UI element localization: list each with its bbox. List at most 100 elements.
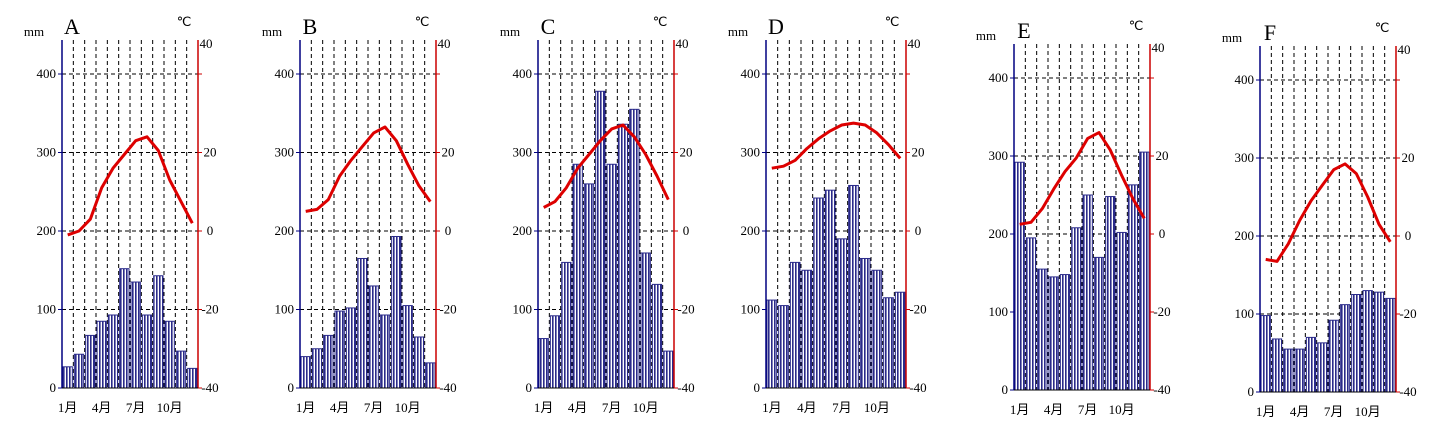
temp-tick-label: 0	[915, 223, 922, 238]
precip-tick-label: 100	[1235, 306, 1255, 321]
precip-tick-label: 300	[275, 145, 295, 160]
precip-bar	[651, 283, 663, 389]
precip-tick-label: 200	[741, 223, 761, 238]
precip-bar	[1283, 348, 1294, 393]
temperature-line	[305, 125, 432, 213]
climate-chart-e: 0 100 200 300 400 -40 -20 0 20 40 1月 4月 7月 10月 mm ℃ E	[976, 18, 1171, 417]
climate-chart-d: 0 100 200 300 400 -40 -20 0 20 40 1月 4月 7月 10月 mm ℃ D	[728, 14, 927, 415]
precip-unit-label: mm	[976, 28, 996, 43]
precip-tick-label: 0	[288, 380, 295, 395]
climate-chart-c: 0 100 200 300 400 -40 -20 0 20 40 1月 4月 7月 10月 mm ℃ C	[500, 14, 695, 415]
month-tick-label: 4月	[1044, 402, 1064, 417]
climate-chart-b: 0 100 200 300 400 -40 -20 0 20 40 1月 4月 7月 10月 mm ℃ B	[262, 14, 457, 415]
precip-bar	[1328, 319, 1339, 393]
precip-bar	[629, 108, 640, 389]
precip-bar	[617, 123, 629, 389]
month-tick-label: 10月	[633, 400, 659, 415]
panel-letter: D	[768, 14, 784, 39]
temp-tick-label: 40	[1152, 40, 1165, 55]
precip-bar	[175, 350, 187, 389]
temp-tick-label: 0	[683, 223, 690, 238]
precip-bar	[368, 285, 379, 389]
precip-tick-label: 400	[1235, 72, 1255, 87]
precip-bar	[1294, 348, 1305, 393]
precip-bar	[836, 238, 848, 389]
temp-tick-label: 40	[908, 36, 921, 51]
precip-bar	[357, 257, 368, 389]
temp-tick-label: 20	[1156, 148, 1169, 163]
panel-letter: E	[1017, 18, 1030, 43]
temp-tick-label: -40	[439, 380, 456, 395]
month-tick-label: 7月	[364, 400, 384, 415]
precip-bar	[62, 366, 73, 389]
month-tick-label: 7月	[126, 400, 146, 415]
precip-tick-label: 400	[741, 66, 761, 81]
temperature-line	[67, 135, 194, 237]
precip-bar	[379, 314, 391, 389]
temp-tick-label: -40	[1153, 382, 1170, 397]
month-tick-label: 10月	[864, 400, 890, 415]
precip-bar	[894, 291, 906, 389]
precip-tick-label: 0	[754, 380, 761, 395]
temperature-line	[1265, 162, 1392, 263]
temperature-line	[771, 121, 902, 170]
temp-tick-label: -20	[1399, 306, 1416, 321]
precip-bar	[848, 184, 859, 389]
month-tick-label: 7月	[1078, 402, 1098, 417]
precip-tick-label: 100	[513, 302, 533, 317]
precip-bar	[334, 310, 345, 389]
precip-tick-label: 200	[37, 223, 57, 238]
temp-tick-label: 20	[912, 145, 925, 160]
precip-tick-label: 100	[741, 302, 761, 317]
precip-bar	[85, 334, 96, 389]
precip-tick-label: 200	[275, 223, 295, 238]
precip-bar	[883, 297, 894, 389]
temp-tick-label: 0	[445, 223, 452, 238]
precip-bar	[1373, 291, 1385, 393]
month-tick-label: 10月	[157, 400, 183, 415]
temp-tick-label: 0	[1159, 226, 1166, 241]
precip-bar	[425, 362, 436, 389]
precip-bar	[824, 189, 836, 389]
panel-letter: F	[1264, 20, 1276, 45]
precip-tick-label: 0	[1002, 382, 1009, 397]
precip-unit-label: mm	[500, 24, 520, 39]
precip-bar	[402, 305, 413, 389]
precip-bar	[391, 235, 402, 389]
precip-bar	[1127, 184, 1139, 391]
precip-tick-label: 0	[1248, 384, 1255, 399]
precip-bar	[1082, 194, 1093, 391]
precip-bar	[1260, 315, 1271, 393]
temperature-line	[543, 123, 670, 209]
month-tick-label: 4月	[330, 400, 350, 415]
precip-unit-label: mm	[728, 24, 748, 39]
month-tick-label: 4月	[1290, 404, 1310, 419]
month-tick-label: 1月	[58, 400, 78, 415]
precip-tick-label: 0	[50, 380, 57, 395]
temp-unit-label: ℃	[885, 14, 900, 29]
panel-letter: A	[64, 14, 80, 39]
precip-unit-label: mm	[262, 24, 282, 39]
temp-tick-label: 40	[200, 36, 213, 51]
precip-bar	[119, 268, 130, 389]
temp-tick-label: -20	[201, 302, 218, 317]
month-tick-label: 1月	[1256, 404, 1276, 419]
precip-tick-label: 400	[275, 66, 295, 81]
temp-unit-label: ℃	[653, 14, 668, 29]
precip-tick-label: 200	[513, 223, 533, 238]
precip-bar	[1048, 276, 1059, 391]
precip-unit-label: mm	[24, 24, 44, 39]
precip-bar	[561, 261, 572, 389]
precip-bar	[871, 269, 883, 389]
month-tick-label: 1月	[296, 400, 316, 415]
precip-bar	[801, 269, 813, 389]
precip-bar	[1093, 256, 1105, 391]
temp-tick-label: -20	[909, 302, 926, 317]
precip-bar	[640, 252, 651, 389]
precip-bar	[164, 320, 175, 389]
precip-tick-label: 300	[37, 145, 57, 160]
temp-unit-label: ℃	[415, 14, 430, 29]
precip-bar	[153, 275, 164, 389]
precip-tick-label: 0	[526, 380, 533, 395]
